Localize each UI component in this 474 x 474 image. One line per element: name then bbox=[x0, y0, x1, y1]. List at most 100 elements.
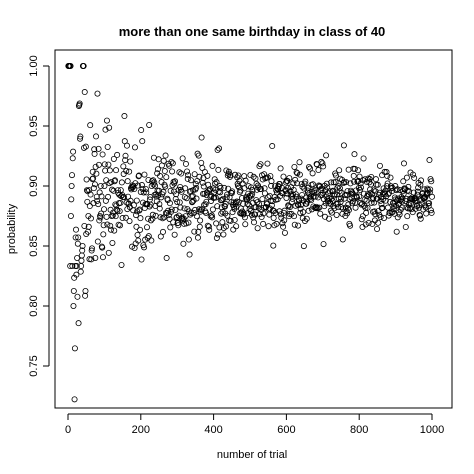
data-point bbox=[347, 222, 354, 229]
data-point bbox=[72, 234, 79, 241]
data-point bbox=[350, 172, 357, 179]
data-point bbox=[71, 345, 78, 352]
data-point bbox=[331, 192, 338, 199]
data-point bbox=[270, 242, 277, 249]
data-point bbox=[167, 187, 174, 194]
data-point bbox=[214, 147, 221, 154]
data-point bbox=[160, 189, 167, 196]
data-point bbox=[108, 178, 115, 185]
data-point bbox=[383, 169, 390, 176]
data-point bbox=[266, 211, 273, 218]
data-point bbox=[67, 212, 74, 219]
data-point bbox=[118, 261, 125, 268]
data-point bbox=[184, 175, 191, 182]
data-point bbox=[77, 268, 84, 275]
data-point bbox=[231, 216, 238, 223]
data-point bbox=[328, 179, 335, 186]
data-point bbox=[99, 254, 106, 261]
data-point bbox=[95, 145, 102, 152]
data-point bbox=[186, 188, 193, 195]
data-point bbox=[73, 226, 80, 233]
data-point bbox=[400, 178, 407, 185]
data-point bbox=[217, 189, 224, 196]
data-point bbox=[216, 224, 223, 231]
data-point bbox=[89, 245, 96, 252]
data-point bbox=[120, 170, 127, 177]
data-point bbox=[79, 242, 86, 249]
data-point bbox=[109, 239, 116, 246]
data-point bbox=[212, 194, 219, 201]
data-point bbox=[305, 207, 312, 214]
data-point bbox=[236, 177, 243, 184]
data-point bbox=[291, 221, 298, 228]
data-point bbox=[346, 206, 353, 213]
plot-frame bbox=[54, 49, 453, 409]
data-point bbox=[93, 193, 100, 200]
data-point bbox=[148, 237, 155, 244]
data-point bbox=[198, 134, 205, 141]
data-point bbox=[74, 254, 81, 261]
data-point bbox=[73, 271, 80, 278]
data-point bbox=[110, 187, 117, 194]
data-point bbox=[98, 210, 105, 217]
data-point bbox=[96, 217, 103, 224]
data-point bbox=[313, 203, 320, 210]
data-point bbox=[87, 191, 94, 198]
data-point bbox=[416, 212, 423, 219]
data-point bbox=[343, 191, 350, 198]
data-point bbox=[120, 163, 127, 170]
data-point bbox=[364, 204, 371, 211]
data-point bbox=[135, 172, 142, 179]
data-points bbox=[65, 63, 435, 403]
data-point bbox=[286, 175, 293, 182]
data-point bbox=[239, 208, 246, 215]
data-point bbox=[352, 204, 359, 211]
data-point bbox=[97, 182, 104, 189]
data-point bbox=[339, 236, 346, 243]
data-point bbox=[78, 257, 85, 264]
data-point bbox=[70, 148, 77, 155]
data-point bbox=[247, 207, 254, 214]
data-point bbox=[74, 240, 81, 247]
data-point bbox=[133, 197, 140, 204]
data-point bbox=[196, 173, 203, 180]
y-axis: 0.75 0.80 0.85 0.90 0.95 1.00 bbox=[28, 55, 50, 377]
data-point bbox=[175, 222, 182, 229]
data-point bbox=[176, 169, 183, 176]
data-point bbox=[387, 174, 394, 181]
data-point bbox=[253, 180, 260, 187]
data-point bbox=[417, 215, 424, 222]
data-point bbox=[345, 166, 352, 173]
data-point bbox=[184, 168, 191, 175]
data-point bbox=[119, 215, 126, 222]
data-point bbox=[88, 256, 95, 263]
data-point bbox=[366, 191, 373, 198]
data-point bbox=[114, 151, 121, 158]
data-point bbox=[82, 292, 89, 299]
data-point bbox=[408, 206, 415, 213]
data-point bbox=[356, 173, 363, 180]
data-point bbox=[399, 198, 406, 205]
data-point bbox=[165, 207, 172, 214]
data-point bbox=[121, 113, 128, 120]
data-point bbox=[266, 192, 273, 199]
data-point bbox=[410, 171, 417, 178]
data-point bbox=[310, 193, 317, 200]
data-point bbox=[270, 214, 277, 221]
data-point bbox=[81, 144, 88, 151]
data-point bbox=[86, 203, 93, 210]
data-point bbox=[291, 163, 298, 170]
data-point bbox=[351, 151, 358, 158]
data-point bbox=[290, 180, 297, 187]
y-tick-label: 1.00 bbox=[28, 55, 40, 76]
data-point bbox=[325, 215, 332, 222]
y-tick-label: 0.80 bbox=[28, 295, 40, 316]
data-point bbox=[126, 218, 133, 225]
data-point bbox=[374, 181, 381, 188]
data-point bbox=[376, 189, 383, 196]
data-point bbox=[145, 215, 152, 222]
data-point bbox=[179, 214, 186, 221]
data-point bbox=[95, 161, 102, 168]
data-point bbox=[131, 245, 138, 252]
data-point bbox=[388, 188, 395, 195]
